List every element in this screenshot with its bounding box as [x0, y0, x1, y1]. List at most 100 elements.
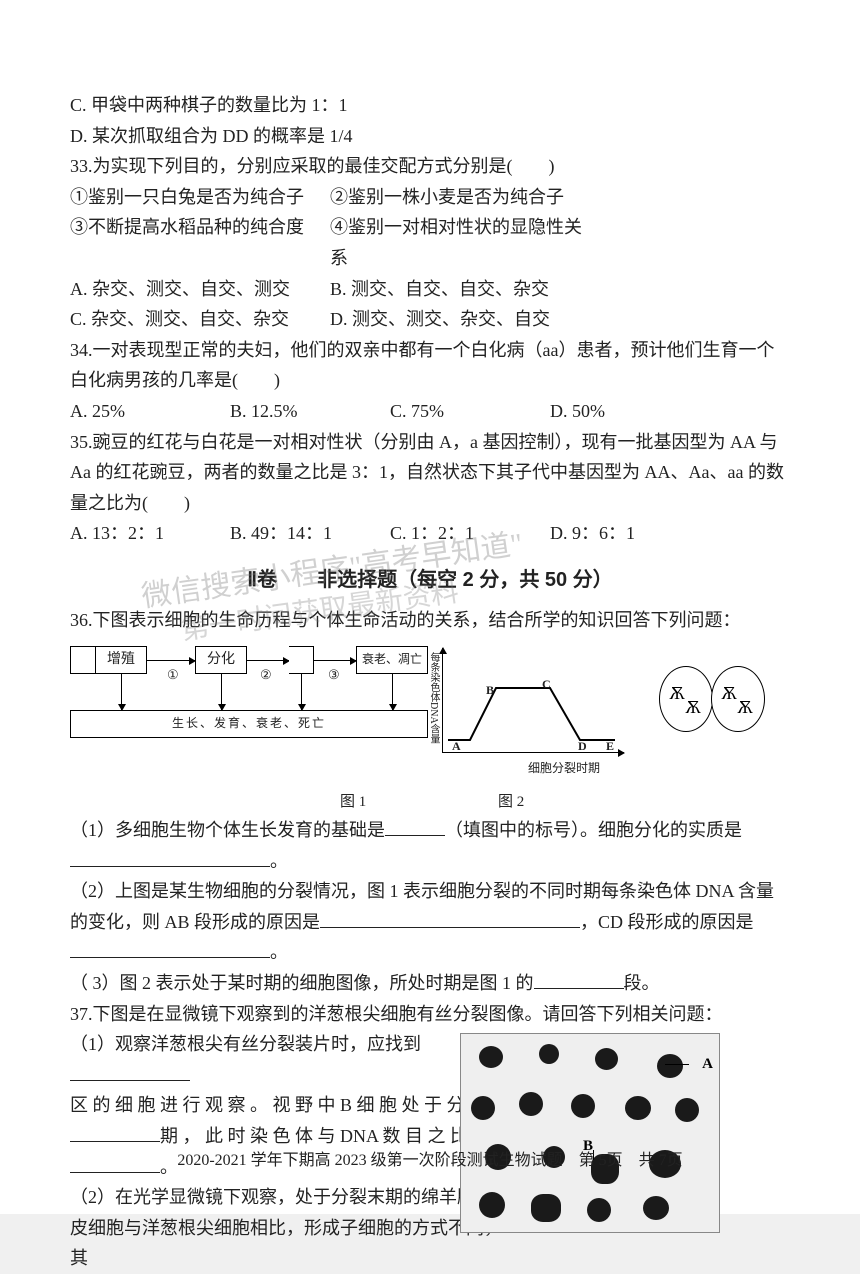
- q37-2: （2）在光学显微镜下观察，处于分裂末期的绵羊肠上皮细胞与洋葱根尖细胞相比，形成子…: [70, 1182, 510, 1274]
- point-E: E: [606, 736, 614, 756]
- cell-spot: [519, 1092, 543, 1116]
- q33-B: B. 测交、自交、自交、杂交: [330, 274, 590, 305]
- q33-line1: ①鉴别一只白兔是否为纯合子 ②鉴别一株小麦是否为纯合子: [70, 182, 790, 213]
- box-zengzhi: 增殖: [95, 646, 147, 674]
- q37-stem: 37.下图是在显微镜下观察到的洋葱根尖细胞有丝分裂图像。请回答下列相关问题：: [70, 999, 790, 1030]
- blank: [70, 940, 270, 958]
- cell-spot: [595, 1048, 618, 1070]
- cell-spot: [471, 1096, 495, 1120]
- chromosome-icon: Ѫ: [737, 692, 753, 723]
- stub-right: [289, 646, 314, 674]
- cell-spot: [625, 1096, 651, 1120]
- q33-optsAB: A. 杂交、测交、自交、测交 B. 测交、自交、自交、杂交: [70, 274, 790, 305]
- exam-page: C. 甲袋中两种棋子的数量比为 1：1 D. 某次抓取组合为 DD 的概率是 1…: [0, 0, 860, 1214]
- q34-opts: A. 25% B. 12.5% C. 75% D. 50%: [70, 396, 790, 427]
- q36-3: （ 3）图 2 表示处于某时期的细胞图像，所处时期是图 1 的 段。: [70, 968, 790, 999]
- page-footer: 2020-2021 学年下期高 2023 级第一次阶段测试生物试题 第 5页 共…: [0, 1147, 860, 1174]
- q37-1b: 区 的 细 胞 进 行 观 察 。 视 野 中 B 细 胞 处 于 分 裂 的: [70, 1090, 510, 1121]
- chromosome-icon: Ѫ: [669, 678, 685, 709]
- blank: [70, 849, 270, 867]
- cell-spot: [571, 1094, 595, 1118]
- q36-1-tail: 。: [70, 846, 790, 877]
- caption-fig1: 图 1: [340, 790, 400, 816]
- q36-2-c: 。: [270, 942, 288, 962]
- q36-1: （1）多细胞生物个体生长发育的基础是 （填图中的标号）。细胞分化的实质是: [70, 815, 790, 846]
- q35-stem: 35.豌豆的红花与白花是一对相对性状（分别由 A，a 基因控制），现有一批基因型…: [70, 427, 790, 519]
- box-fenhua: 分化: [195, 646, 247, 674]
- varrow-3: [301, 674, 302, 710]
- q35-A: A. 13：2：1: [70, 518, 230, 549]
- q36-3-b: 段。: [624, 973, 660, 993]
- stub-left: [70, 646, 95, 674]
- q35-B: B. 49：14：1: [230, 518, 390, 549]
- q33-optsCD: C. 杂交、测交、自交、杂交 D. 测交、测交、杂交、自交: [70, 304, 790, 335]
- q37-1a: （1）观察洋葱根尖有丝分裂装片时，应找到: [70, 1029, 510, 1090]
- varrow-2: [221, 674, 222, 710]
- q36-1-c: 。: [270, 851, 288, 871]
- point-A: A: [452, 736, 461, 756]
- q36-stem: 36.下图表示细胞的生命历程与个体生命活动的关系，结合所学的知识回答下列问题：: [70, 605, 790, 636]
- blank: [70, 1063, 190, 1081]
- point-C: C: [542, 674, 551, 694]
- blank: [320, 910, 580, 928]
- q33-stem: 33.为实现下列目的，分别应采取的最佳交配方式分别是( ): [70, 151, 790, 182]
- label-A-pointer: [665, 1064, 689, 1065]
- q34-B: B. 12.5%: [230, 396, 390, 427]
- circle-3: ③: [328, 664, 340, 686]
- blank: [385, 818, 445, 836]
- q33-C: C. 杂交、测交、自交、杂交: [70, 304, 330, 335]
- figure-2-graph: 每条染色体DNA含量 细胞分裂时期 A B C D E: [420, 640, 640, 780]
- graph-svg: [420, 640, 640, 780]
- cell-spot: [643, 1196, 669, 1220]
- q36-figure-block: 增殖 ① 分化 ② ③ 衰老、凋亡 生长、发育、衰老、死亡 每条染色体DNA含量…: [70, 640, 790, 790]
- q36-1-a: （1）多细胞生物个体生长发育的基础是: [70, 820, 385, 840]
- option-c-text: C. 甲袋中两种棋子的数量比为 1：1: [70, 90, 790, 121]
- q33-item2: ②鉴别一株小麦是否为纯合子: [330, 182, 590, 213]
- q33-item1: ①鉴别一只白兔是否为纯合子: [70, 182, 330, 213]
- chromosome-icon: Ѫ: [721, 678, 737, 709]
- microscope-image: A B: [460, 1033, 720, 1233]
- q33-line2: ③不断提高水稻品种的纯合度 ④鉴别一对相对性状的显隐性关系: [70, 212, 790, 273]
- q35-opts: A. 13：2：1 B. 49：14：1 C. 1：2：1 D. 9：6：1: [70, 518, 790, 549]
- figure-1-flowchart: 增殖 ① 分化 ② ③ 衰老、凋亡 生长、发育、衰老、死亡: [70, 640, 410, 780]
- point-B: B: [486, 680, 494, 700]
- q34-C: C. 75%: [390, 396, 550, 427]
- option-d-text: D. 某次抓取组合为 DD 的概率是 1/4: [70, 121, 790, 152]
- q37-1b-text: 区 的 细 胞 进 行 观 察 。 视 野 中 B 细 胞 处 于 分 裂 的: [70, 1095, 510, 1115]
- q37-1c-text: 期 ， 此 时 染 色 体 与 DNA 数 目 之 比 是: [160, 1126, 491, 1146]
- caption-fig2: 图 2: [498, 790, 558, 816]
- q36-2: （2）上图是某生物细胞的分裂情况，图 1 表示细胞分裂的不同时期每条染色体 DN…: [70, 876, 790, 937]
- q33-item3: ③不断提高水稻品种的纯合度: [70, 212, 330, 273]
- cell-spot: [479, 1046, 503, 1068]
- q36-3-a: （ 3）图 2 表示处于某时期的细胞图像，所处时期是图 1 的: [70, 973, 534, 993]
- label-A: A: [702, 1052, 713, 1078]
- varrow-4: [392, 674, 393, 710]
- blank: [534, 971, 624, 989]
- circle-1: ①: [167, 664, 179, 686]
- blank: [70, 1124, 160, 1142]
- q36-2-b: ，CD 段形成的原因是: [580, 912, 754, 932]
- q36-2-tail: 。: [70, 937, 790, 968]
- q36-1-b: （填图中的标号）。细胞分化的实质是: [445, 820, 742, 840]
- cell-spot: [479, 1192, 505, 1218]
- circle-2: ②: [260, 664, 272, 686]
- figure-caption-row: 图 1 图 2: [70, 790, 790, 816]
- q34-stem: 34.一对表现型正常的夫妇，他们的双亲中都有一个白化病（aa）患者，预计他们生育…: [70, 335, 790, 396]
- q35-C: C. 1：2：1: [390, 518, 550, 549]
- cell-spot: [539, 1044, 559, 1064]
- section2-title: Ⅱ卷 非选择题（每空 2 分，共 50 分）: [70, 563, 790, 597]
- varrow-1: [121, 674, 122, 710]
- q33-A: A. 杂交、测交、自交、测交: [70, 274, 330, 305]
- q34-D: D. 50%: [550, 396, 710, 427]
- cell-spot: [587, 1198, 611, 1222]
- q33-D: D. 测交、测交、杂交、自交: [330, 304, 590, 335]
- figure-cell-drawing: Ѫ Ѫ Ѫ Ѫ: [655, 648, 770, 748]
- q34-A: A. 25%: [70, 396, 230, 427]
- q37-1a-text: （1）观察洋葱根尖有丝分裂装片时，应找到: [70, 1034, 421, 1054]
- arrow-3: [314, 660, 356, 661]
- point-D: D: [578, 736, 587, 756]
- arrow-2: [247, 660, 289, 661]
- chromosome-icon: Ѫ: [685, 692, 701, 723]
- box-longlife: 生长、发育、衰老、死亡: [70, 710, 428, 738]
- q35-D: D. 9：6：1: [550, 518, 710, 549]
